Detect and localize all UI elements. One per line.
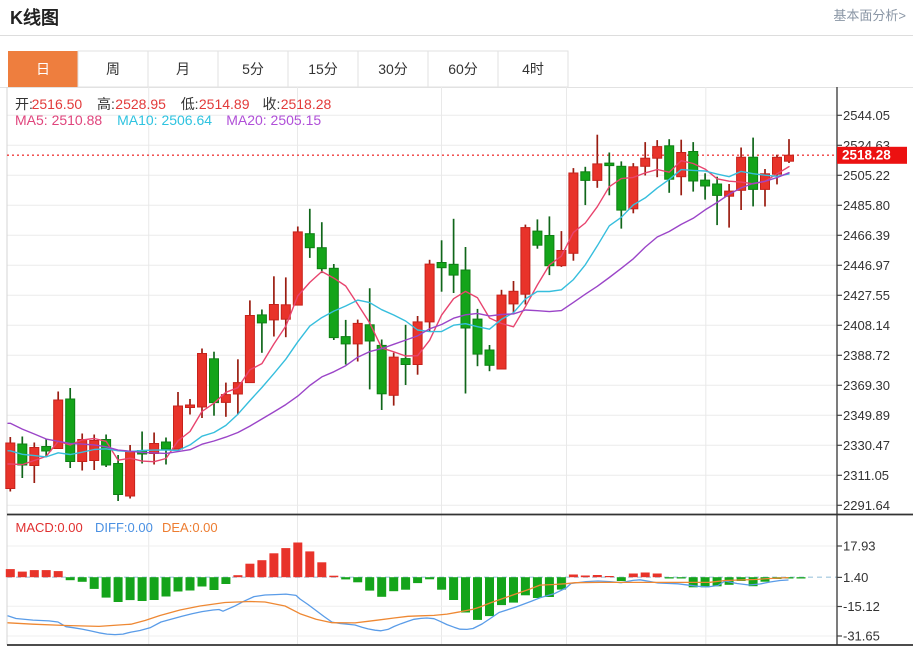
svg-text:15分: 15分 xyxy=(308,61,338,77)
svg-text:2291.64: 2291.64 xyxy=(843,498,890,513)
svg-text:17.93: 17.93 xyxy=(843,539,876,554)
svg-text:2349.89: 2349.89 xyxy=(843,408,890,423)
svg-text:5分: 5分 xyxy=(242,61,264,77)
svg-text:基本面分析>: 基本面分析> xyxy=(833,8,906,23)
svg-text:2369.30: 2369.30 xyxy=(843,378,890,393)
svg-text:-15.12: -15.12 xyxy=(843,599,880,614)
svg-text:2466.39: 2466.39 xyxy=(843,228,890,243)
svg-text:4时: 4时 xyxy=(522,61,544,77)
svg-text:30分: 30分 xyxy=(378,61,408,77)
svg-text:2485.80: 2485.80 xyxy=(843,198,890,213)
svg-text:2446.97: 2446.97 xyxy=(843,258,890,273)
svg-text:-31.65: -31.65 xyxy=(843,629,880,644)
svg-text:日: 日 xyxy=(36,61,50,77)
svg-text:2408.14: 2408.14 xyxy=(843,318,890,333)
svg-text:月: 月 xyxy=(176,61,190,77)
svg-text:2388.72: 2388.72 xyxy=(843,348,890,363)
svg-text:60分: 60分 xyxy=(448,61,478,77)
svg-text:K线图: K线图 xyxy=(10,7,59,28)
svg-text:2330.47: 2330.47 xyxy=(843,438,890,453)
svg-text:2544.05: 2544.05 xyxy=(843,108,890,123)
svg-text:2518.28: 2518.28 xyxy=(842,148,891,163)
svg-text:1.40: 1.40 xyxy=(843,570,868,585)
svg-text:开:2516.50高:2528.95低:2514.89收:2: 开:2516.50 高:2528.95 低:2514.89 收:2518.28 xyxy=(15,96,332,112)
svg-text:2311.05: 2311.05 xyxy=(843,468,889,483)
svg-text:2505.22: 2505.22 xyxy=(843,168,890,183)
svg-text:周: 周 xyxy=(106,61,120,77)
svg-text:2427.55: 2427.55 xyxy=(843,288,890,303)
